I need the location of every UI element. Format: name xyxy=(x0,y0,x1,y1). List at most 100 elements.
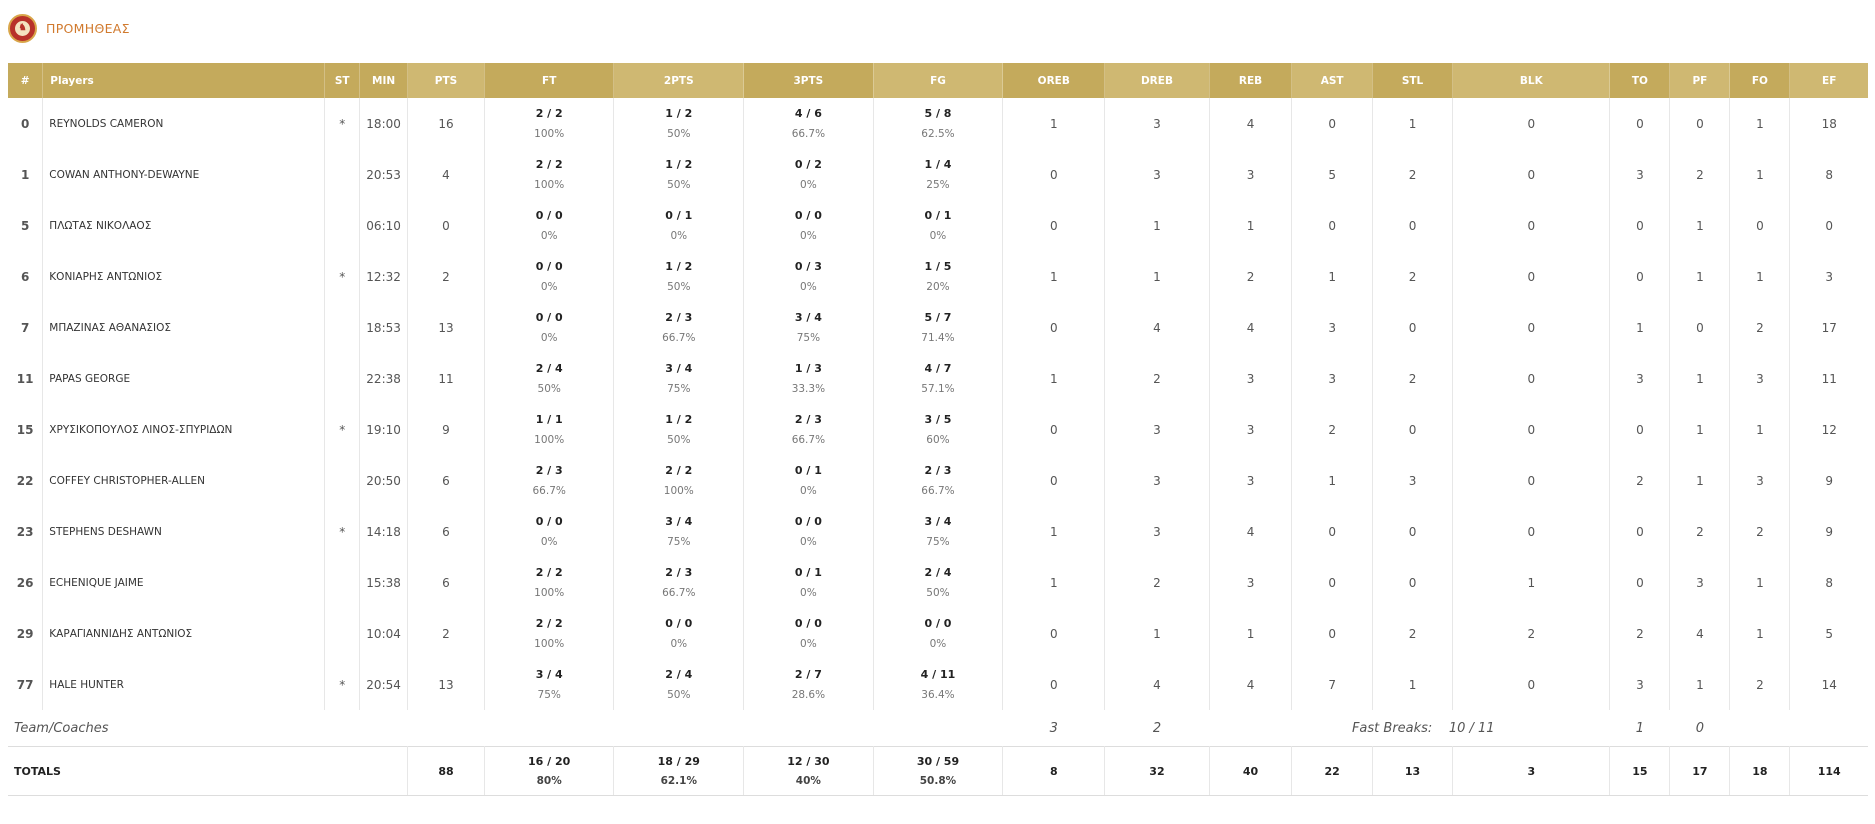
player-pts: 13 xyxy=(407,659,485,710)
table-row: 23 STEPHENS DESHAWN * 14:18 6 0 / 0 0% 3 / 4 75%… xyxy=(8,506,1868,557)
player-ft: 1 / 1 100% xyxy=(484,404,615,455)
player-fg-pct: 75% xyxy=(926,535,950,548)
player-stl: 3 xyxy=(1372,455,1454,506)
player-3pts: 0 / 0 0% xyxy=(743,506,874,557)
player-ef: 9 xyxy=(1825,524,1834,539)
player-ft-pct: 0% xyxy=(540,229,558,242)
player-dreb: 4 xyxy=(1104,659,1210,710)
player-3pts: 1 / 3 33.3% xyxy=(743,353,874,404)
player-pts: 6 xyxy=(407,455,485,506)
player-oreb: 1 xyxy=(1002,353,1106,404)
player-oreb: 0 xyxy=(1002,302,1106,353)
totals-2pts: 18 / 29 62.1% xyxy=(613,746,745,796)
player-ft-made: 1 / 1 xyxy=(535,412,563,426)
player-ft-made: 0 / 0 xyxy=(535,208,563,222)
table-row: 6 ΚΟΝΙΑΡΗΣ ΑΝΤΩΝΙΟΣ * 12:32 2 0 / 0 0% 1 / 2 50%… xyxy=(8,251,1868,302)
player-ast: 7 xyxy=(1291,659,1373,710)
player-stl: 2 xyxy=(1372,608,1454,659)
player-fg-made: 5 / 8 xyxy=(924,106,952,120)
table-row: 5 ΠΛΩΤΑΣ ΝΙΚΟΛΑΟΣ 06:10 0 0 / 0 0% 0 / 1 0% 0 / … xyxy=(8,200,1868,251)
player-fg: 4 / 7 57.1% xyxy=(873,353,1004,404)
player-2pts-pct: 66.7% xyxy=(662,331,696,344)
player-blk: 0 xyxy=(1452,659,1611,710)
player-2pts-pct: 50% xyxy=(667,127,691,140)
player-name-link[interactable]: PAPAS GEORGE xyxy=(42,353,326,404)
player-ef: 11 xyxy=(1821,371,1837,386)
player-ft: 2 / 2 100% xyxy=(484,98,615,149)
player-ef: 8 xyxy=(1825,575,1834,590)
col-header-fg: FG xyxy=(873,63,1004,98)
player-ef: 5 xyxy=(1825,626,1834,641)
player-name-link[interactable]: ΧΡΥΣΙΚΟΠΟΥΛΟΣ ΛΙΝΟΣ-ΣΠΥΡΙΔΩΝ xyxy=(42,404,326,455)
player-3pts-made: 4 / 6 xyxy=(794,106,822,120)
player-name-link[interactable]: ECHENIQUE JAIME xyxy=(42,557,326,608)
player-2pts: 2 / 3 66.7% xyxy=(613,557,745,608)
table-row: 77 HALE HUNTER * 20:54 13 3 / 4 75% 2 / 4 50% 2 /… xyxy=(8,659,1868,710)
player-2pts-made: 1 / 2 xyxy=(665,106,693,120)
player-ft-pct: 100% xyxy=(534,586,565,599)
player-min: 19:10 xyxy=(359,404,409,455)
player-name-link[interactable]: ΚΑΡΑΓΙΑΝΝΙΔΗΣ ΑΝΤΩΝΙΟΣ xyxy=(42,608,326,659)
totals-3pts: 12 / 30 40% xyxy=(743,746,874,796)
player-name-link[interactable]: ΚΟΝΙΑΡΗΣ ΑΝΤΩΝΙΟΣ xyxy=(42,251,326,302)
player-ft-made: 2 / 2 xyxy=(535,616,563,630)
player-3pts-made: 0 / 0 xyxy=(794,208,822,222)
player-fg: 2 / 4 50% xyxy=(873,557,1004,608)
player-stl: 0 xyxy=(1372,302,1454,353)
player-ft: 2 / 4 50% xyxy=(484,353,615,404)
player-blk: 0 xyxy=(1452,200,1611,251)
player-name-link[interactable]: HALE HUNTER xyxy=(42,659,326,710)
player-ef: 17 xyxy=(1821,320,1837,335)
player-pf: 1 xyxy=(1669,455,1731,506)
player-3pts: 0 / 3 0% xyxy=(743,251,874,302)
player-name-link[interactable]: COFFEY CHRISTOPHER-ALLEN xyxy=(42,455,326,506)
player-name-link[interactable]: COWAN ANTHONY-DEWAYNE xyxy=(42,149,326,200)
player-name-link[interactable]: REYNOLDS CAMERON xyxy=(42,98,326,149)
player-name-link[interactable]: ΜΠΑΖΙΝΑΣ ΑΘΑΝΑΣΙΟΣ xyxy=(42,302,326,353)
player-2pts-made: 2 / 3 xyxy=(665,310,693,324)
table-row: 7 ΜΠΑΖΙΝΑΣ ΑΘΑΝΑΣΙΟΣ 18:53 13 0 / 0 0% 2 / 3 66… xyxy=(8,302,1868,353)
player-ft-made: 2 / 2 xyxy=(535,157,563,171)
team-name[interactable]: ΠΡΟΜΗΘΕΑΣ xyxy=(46,20,130,36)
player-fg: 4 / 11 36.4% xyxy=(873,659,1004,710)
player-ft: 2 / 2 100% xyxy=(484,608,615,659)
player-3pts-made: 0 / 0 xyxy=(794,616,822,630)
player-3pts-made: 2 / 3 xyxy=(794,412,822,426)
player-name-link[interactable]: ΠΛΩΤΑΣ ΝΙΚΟΛΑΟΣ xyxy=(42,200,326,251)
team-coaches-row: Team/Coaches 3 2 Fast Breaks: 10 / 11 1 … xyxy=(8,710,1868,747)
player-ft-pct: 0% xyxy=(540,331,558,344)
player-pts: 6 xyxy=(407,506,485,557)
player-2pts: 0 / 0 0% xyxy=(613,608,745,659)
player-reb: 4 xyxy=(1209,506,1293,557)
player-2pts-pct: 100% xyxy=(663,484,694,497)
player-pf: 2 xyxy=(1669,506,1731,557)
starter-mark xyxy=(324,557,361,608)
player-2pts-made: 1 / 2 xyxy=(665,157,693,171)
player-stl: 2 xyxy=(1372,251,1454,302)
player-2pts-made: 3 / 4 xyxy=(665,514,693,528)
player-3pts-pct: 33.3% xyxy=(791,382,826,395)
player-fg-made: 3 / 4 xyxy=(924,514,952,528)
player-reb: 3 xyxy=(1209,353,1293,404)
player-name-link[interactable]: STEPHENS DESHAWN xyxy=(42,506,326,557)
totals-ft: 16 / 20 80% xyxy=(484,746,615,796)
player-min: 18:53 xyxy=(359,302,409,353)
player-stl: 2 xyxy=(1372,353,1454,404)
player-3pts: 2 / 7 28.6% xyxy=(743,659,874,710)
col-header-blk: BLK xyxy=(1452,63,1611,98)
player-pts: 11 xyxy=(407,353,485,404)
player-2pts-pct: 50% xyxy=(667,688,691,701)
player-2pts-pct: 0% xyxy=(670,637,688,650)
player-3pts-pct: 66.7% xyxy=(791,433,826,446)
table-row: 29 ΚΑΡΑΓΙΑΝΝΙΔΗΣ ΑΝΤΩΝΙΟΣ 10:04 2 2 / 2 100% 0… xyxy=(8,608,1868,659)
player-3pts-pct: 28.6% xyxy=(791,688,826,701)
player-pf: 1 xyxy=(1669,251,1731,302)
team-header: ♞ ΠΡΟΜΗΘΕΑΣ xyxy=(8,12,130,44)
player-to: 3 xyxy=(1609,353,1671,404)
player-reb: 2 xyxy=(1209,251,1293,302)
player-fg-pct: 62.5% xyxy=(921,127,955,140)
player-blk: 0 xyxy=(1452,404,1611,455)
team-logo-icon: ♞ xyxy=(8,13,37,43)
player-number: 11 xyxy=(8,353,44,404)
player-2pts-pct: 66.7% xyxy=(662,586,696,599)
